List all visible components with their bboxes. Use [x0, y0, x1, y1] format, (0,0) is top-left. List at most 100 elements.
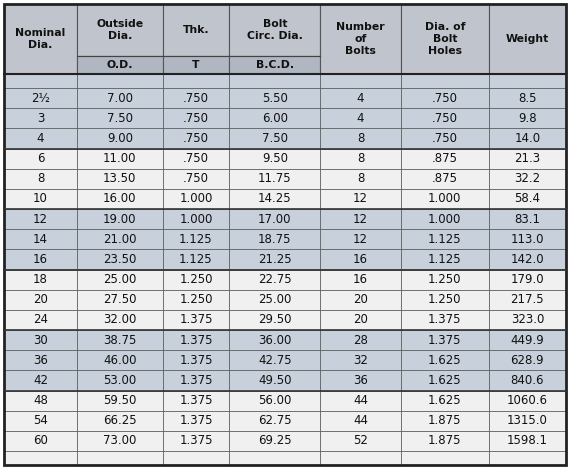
Bar — [489, 189, 566, 209]
Text: 1315.0: 1315.0 — [507, 414, 548, 427]
Bar — [401, 330, 489, 350]
Bar — [77, 56, 162, 74]
Text: 13.50: 13.50 — [103, 172, 137, 185]
Text: 1.375: 1.375 — [179, 374, 213, 387]
Text: 1.000: 1.000 — [180, 192, 213, 205]
Text: 83.1: 83.1 — [514, 212, 540, 226]
Bar — [401, 189, 489, 209]
Bar — [229, 129, 320, 149]
Text: 628.9: 628.9 — [511, 354, 544, 367]
Text: 36: 36 — [353, 374, 368, 387]
Text: 28: 28 — [353, 333, 368, 347]
Bar — [162, 149, 229, 169]
Text: 25.00: 25.00 — [103, 273, 137, 286]
Bar — [489, 229, 566, 250]
Bar — [4, 270, 77, 290]
Bar — [162, 189, 229, 209]
Text: 21.00: 21.00 — [103, 233, 137, 246]
Text: 1.625: 1.625 — [428, 374, 462, 387]
Bar — [489, 250, 566, 270]
Bar — [162, 330, 229, 350]
Text: 8.5: 8.5 — [518, 91, 536, 105]
Bar — [229, 310, 320, 330]
Bar — [162, 431, 229, 451]
Bar — [162, 74, 229, 88]
Bar — [77, 290, 162, 310]
Bar — [162, 270, 229, 290]
Bar — [4, 74, 77, 88]
Text: 16.00: 16.00 — [103, 192, 137, 205]
Bar — [229, 250, 320, 270]
Text: 42: 42 — [33, 374, 48, 387]
Bar — [77, 310, 162, 330]
Bar — [162, 250, 229, 270]
Bar — [162, 108, 229, 129]
Bar — [401, 229, 489, 250]
Bar — [229, 451, 320, 465]
Text: 2½: 2½ — [31, 91, 50, 105]
Text: 12: 12 — [353, 233, 368, 246]
Bar — [320, 189, 401, 209]
Bar — [162, 451, 229, 465]
Bar — [489, 4, 566, 74]
Bar — [401, 371, 489, 391]
Text: 6.00: 6.00 — [262, 112, 288, 125]
Bar — [320, 451, 401, 465]
Bar — [489, 371, 566, 391]
Text: 59.50: 59.50 — [103, 394, 137, 407]
Text: 38.75: 38.75 — [103, 333, 137, 347]
Bar — [229, 290, 320, 310]
Bar — [4, 4, 77, 74]
Bar — [77, 108, 162, 129]
Bar — [489, 88, 566, 108]
Text: 32.2: 32.2 — [514, 172, 540, 185]
Bar — [77, 411, 162, 431]
Bar — [4, 108, 77, 129]
Text: 18.75: 18.75 — [258, 233, 292, 246]
Text: 21.3: 21.3 — [514, 152, 540, 165]
Bar — [229, 88, 320, 108]
Bar — [77, 391, 162, 411]
Bar — [77, 149, 162, 169]
Text: 1.125: 1.125 — [179, 253, 213, 266]
Text: 16: 16 — [353, 253, 368, 266]
Bar — [77, 250, 162, 270]
Bar — [320, 229, 401, 250]
Bar — [77, 330, 162, 350]
Text: 30: 30 — [33, 333, 48, 347]
Bar — [320, 209, 401, 229]
Text: 17.00: 17.00 — [258, 212, 292, 226]
Bar — [4, 350, 77, 371]
Bar — [489, 270, 566, 290]
Bar — [401, 310, 489, 330]
Text: Thk.: Thk. — [182, 25, 209, 35]
Text: 25.00: 25.00 — [258, 293, 291, 306]
Text: 58.4: 58.4 — [514, 192, 540, 205]
Text: 20: 20 — [353, 293, 368, 306]
Bar — [4, 391, 77, 411]
Bar — [77, 229, 162, 250]
Bar — [77, 350, 162, 371]
Text: 14.0: 14.0 — [514, 132, 540, 145]
Text: T: T — [192, 60, 199, 70]
Text: .750: .750 — [432, 132, 458, 145]
Text: Nominal
Dia.: Nominal Dia. — [15, 28, 66, 50]
Text: 1.375: 1.375 — [179, 354, 213, 367]
Text: 7.00: 7.00 — [107, 91, 133, 105]
Bar — [320, 88, 401, 108]
Text: 1.375: 1.375 — [428, 313, 462, 326]
Text: 24: 24 — [33, 313, 48, 326]
Text: 217.5: 217.5 — [511, 293, 544, 306]
Bar — [320, 149, 401, 169]
Bar — [229, 56, 320, 74]
Text: 20: 20 — [33, 293, 48, 306]
Text: 8: 8 — [357, 152, 364, 165]
Text: Weight: Weight — [506, 34, 549, 44]
Text: 1.375: 1.375 — [179, 333, 213, 347]
Bar — [4, 149, 77, 169]
Text: 48: 48 — [33, 394, 48, 407]
Bar — [401, 74, 489, 88]
Bar — [489, 149, 566, 169]
Bar — [229, 371, 320, 391]
Text: 21.25: 21.25 — [258, 253, 292, 266]
